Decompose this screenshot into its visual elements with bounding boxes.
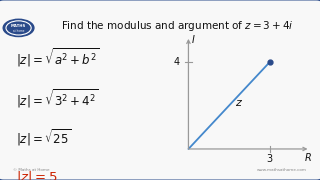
Text: MATHS: MATHS [11,24,26,28]
Text: $|z| = \sqrt{25}$: $|z| = \sqrt{25}$ [16,127,72,148]
Text: © Maths at Home: © Maths at Home [13,168,49,172]
Text: at home: at home [13,29,24,33]
Text: $z$: $z$ [235,98,243,108]
Text: $|z|= 5$: $|z|= 5$ [16,169,58,180]
Text: I: I [192,35,195,45]
Circle shape [3,19,34,37]
Text: 3: 3 [267,154,273,164]
Text: $|z| = \sqrt{3^2 + 4^2}$: $|z| = \sqrt{3^2 + 4^2}$ [16,87,99,110]
Text: 4: 4 [174,57,180,67]
Text: www.mathsathome.com: www.mathsathome.com [257,168,307,172]
Text: R: R [304,153,311,163]
Text: $|z| = \sqrt{a^2 + b^2}$: $|z| = \sqrt{a^2 + b^2}$ [16,47,100,69]
Text: Find the modulus and argument of $z = 3 + 4i$: Find the modulus and argument of $z = 3 … [61,19,294,33]
